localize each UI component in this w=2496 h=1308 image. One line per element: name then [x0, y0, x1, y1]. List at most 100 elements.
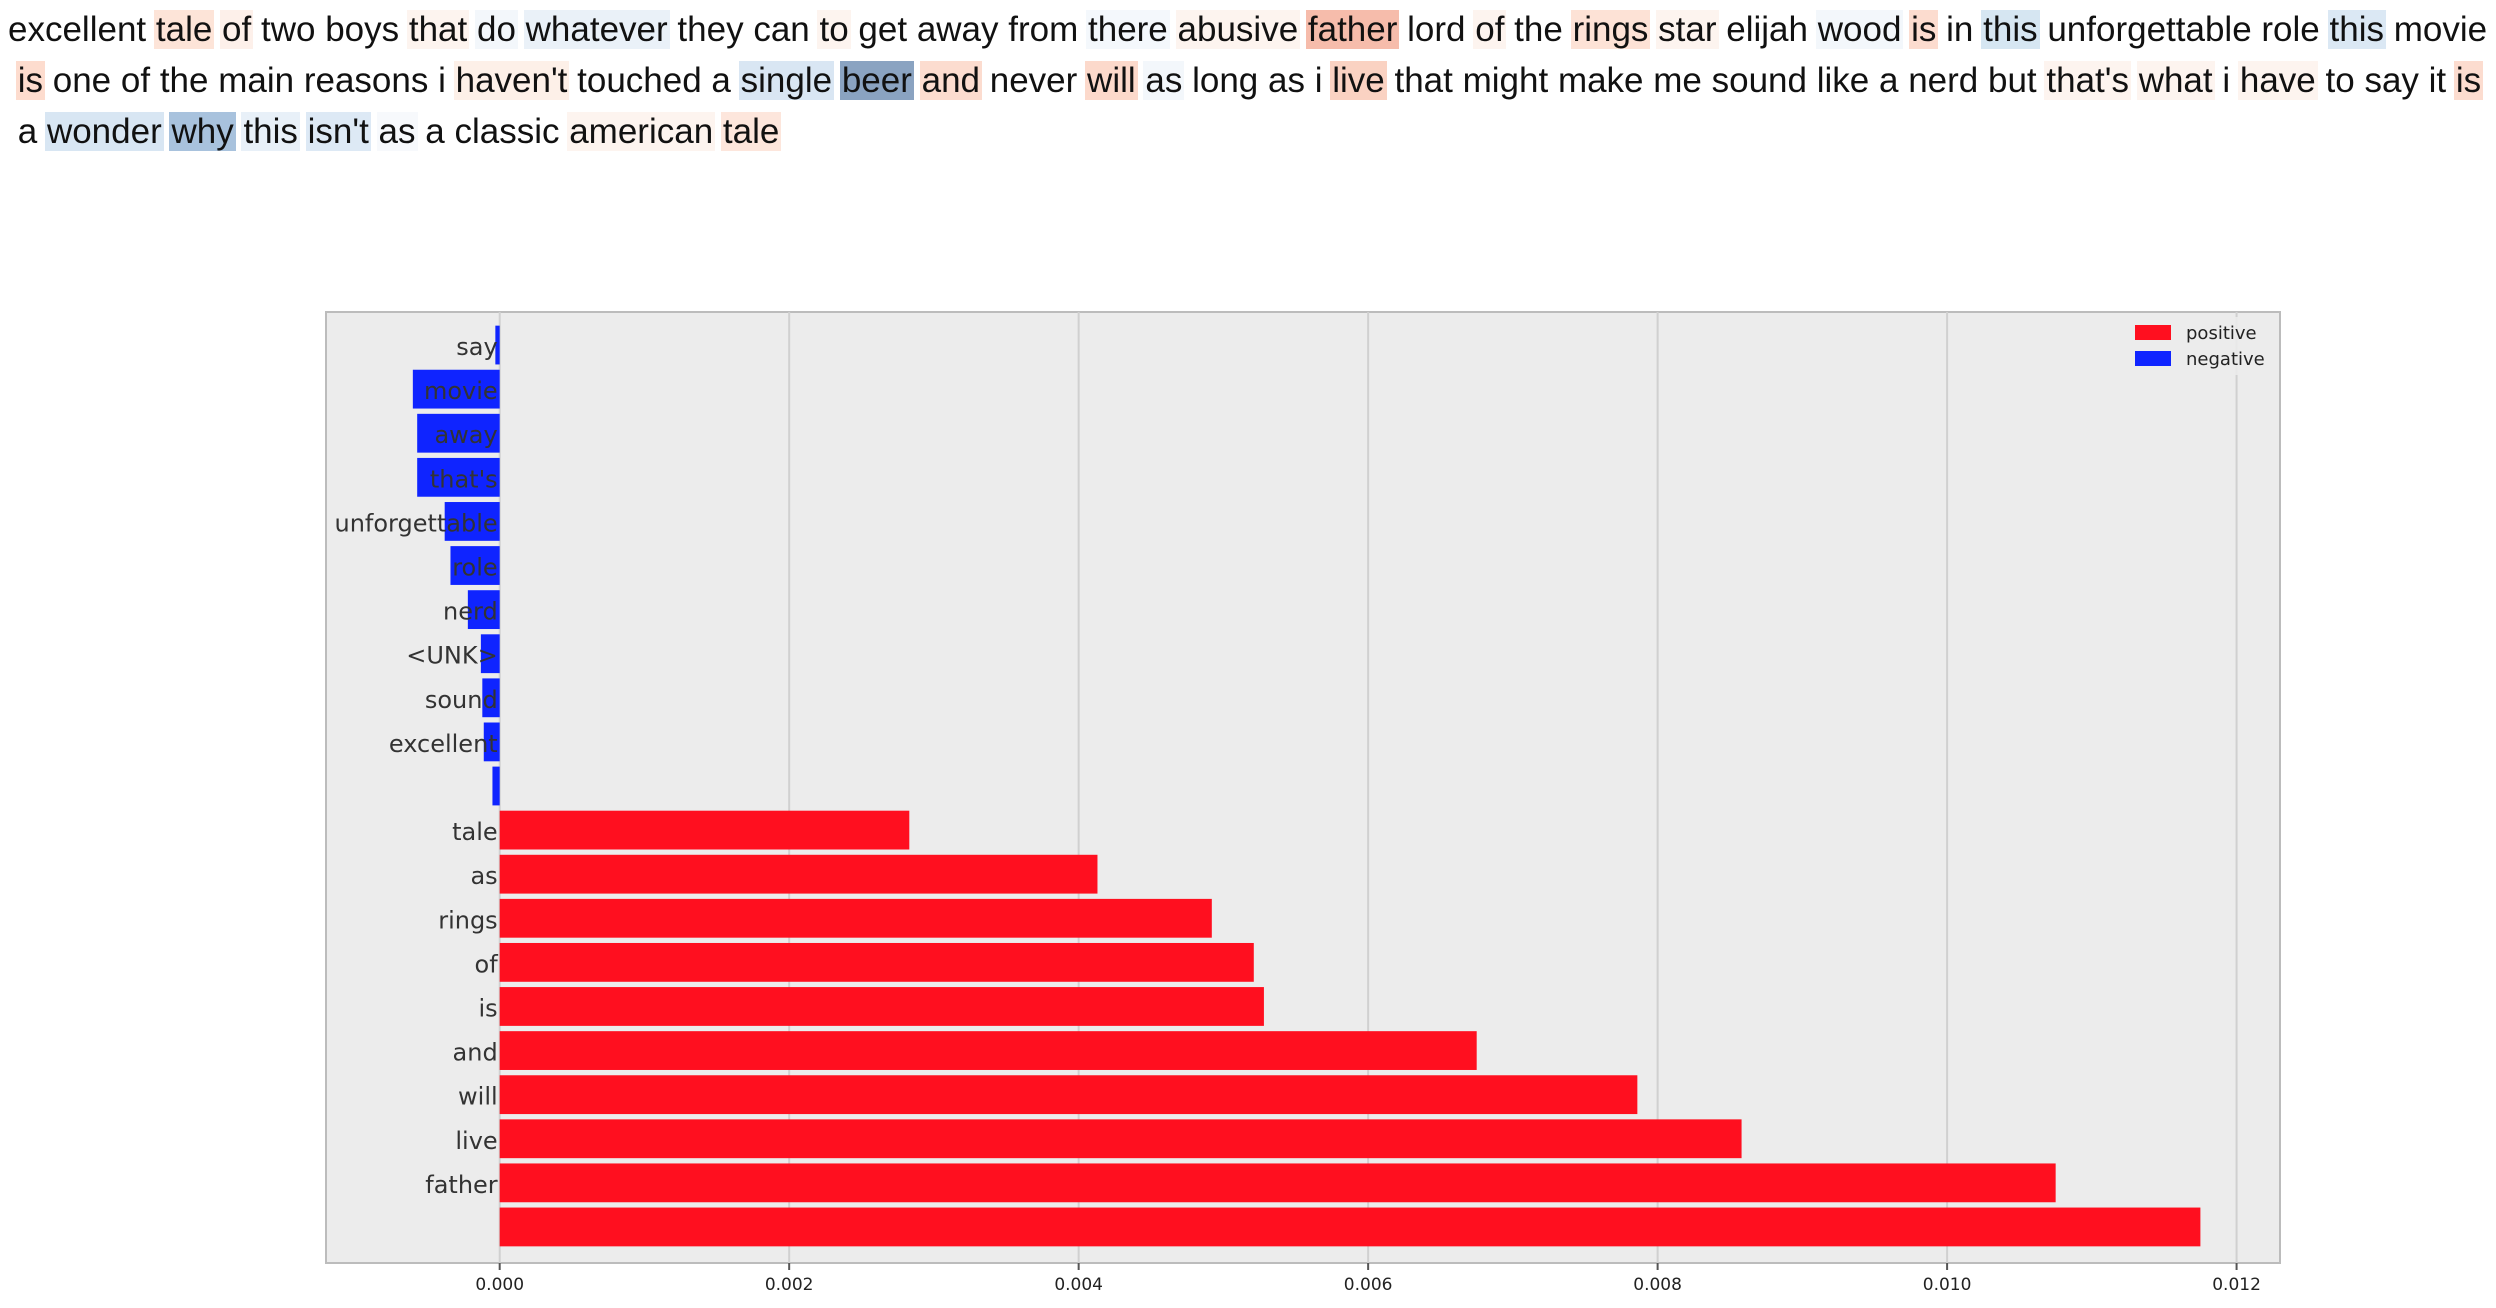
- review-token: haven't: [453, 61, 570, 100]
- review-token: rings: [1570, 10, 1651, 49]
- bar: [417, 457, 500, 497]
- review-token: to: [2325, 61, 2355, 100]
- y-tick-label: role: [452, 554, 497, 582]
- review-token: star: [1656, 10, 1719, 49]
- review-token: might: [1462, 61, 1549, 100]
- review-token: classic: [454, 112, 560, 151]
- review-token: that: [406, 10, 470, 49]
- bar: [480, 634, 500, 674]
- review-token: a: [711, 61, 731, 100]
- review-token: movie: [2393, 10, 2488, 49]
- bar: [499, 1031, 1477, 1070]
- review-token: there: [1086, 10, 1170, 49]
- review-token: in: [1946, 10, 1974, 49]
- review-token: one: [52, 61, 112, 100]
- review-token: nerd: [1908, 61, 1979, 100]
- review-token: lord: [1407, 10, 1466, 49]
- review-token: i: [2222, 61, 2231, 100]
- review-token: make: [1557, 61, 1644, 100]
- review-token: single: [738, 61, 835, 100]
- x-tick-label: 0.012: [2212, 1275, 2261, 1295]
- review-token: live: [1330, 61, 1387, 100]
- x-tick-label: 0.000: [475, 1275, 524, 1295]
- y-tick-label: away: [434, 421, 497, 449]
- review-token: a: [1879, 61, 1899, 100]
- review-token: what: [2136, 61, 2215, 100]
- review-token: have: [2237, 61, 2318, 100]
- review-token: role: [2261, 10, 2320, 49]
- review-token: whatever: [523, 10, 670, 49]
- review-token: and: [919, 61, 983, 100]
- review-token: is: [1909, 10, 1939, 49]
- review-token: they: [677, 10, 744, 49]
- x-tick-label: 0.004: [1054, 1275, 1103, 1295]
- bar: [417, 413, 500, 453]
- y-tick-label: as: [470, 862, 497, 890]
- bar: [412, 369, 500, 409]
- review-token: can: [753, 10, 810, 49]
- review-token: to: [817, 10, 851, 49]
- y-tick-label: is: [479, 994, 498, 1022]
- legend-swatch-negative: [2135, 351, 2171, 366]
- review-token: unforgettable: [2047, 10, 2252, 49]
- review-token: is: [2453, 61, 2484, 100]
- bar: [499, 898, 1212, 938]
- review-token: the: [159, 61, 209, 100]
- review-token: as: [376, 112, 418, 151]
- bar: [450, 546, 500, 585]
- bar: [495, 325, 500, 365]
- review-token: american: [567, 112, 716, 151]
- y-tick-label: <UNK>: [406, 642, 497, 670]
- review-token: abusive: [1175, 10, 1301, 49]
- review-token: two: [260, 10, 316, 49]
- review-token: reasons: [303, 61, 429, 100]
- review-token: this: [1981, 10, 2040, 49]
- review-token: never: [989, 61, 1078, 100]
- y-tick-label: sound: [425, 686, 498, 714]
- y-tick-label: say: [456, 333, 497, 361]
- y-tick-label: father: [425, 1171, 498, 1199]
- review-token: a: [17, 112, 38, 151]
- y-tick-label: excellent: [389, 730, 498, 758]
- bar: [499, 810, 910, 850]
- review-token: the: [1514, 10, 1563, 49]
- x-tick-label: 0.008: [1633, 1275, 1682, 1295]
- y-tick-label: will: [458, 1083, 498, 1111]
- bar: [499, 942, 1254, 982]
- bar: [482, 678, 500, 718]
- legend-swatch-positive: [2135, 325, 2171, 340]
- y-tick-label: rings: [438, 906, 497, 934]
- review-token: boys: [325, 10, 400, 49]
- review-token: of: [1473, 10, 1507, 49]
- bar: [499, 1207, 2201, 1247]
- review-token: elijah: [1726, 10, 1808, 49]
- review-token: main: [218, 61, 295, 100]
- review-token: beer: [839, 61, 914, 100]
- y-tick-label: and: [453, 1039, 498, 1067]
- y-tick-label: tale: [452, 818, 498, 846]
- review-text: excellent tale of two boys that do whate…: [8, 4, 2488, 157]
- review-token: a: [425, 112, 445, 151]
- y-tick-label: that's: [430, 465, 498, 493]
- review-token: it: [2428, 61, 2447, 100]
- bar: [467, 590, 500, 630]
- review-token: that: [1394, 61, 1453, 100]
- review-token: from: [1008, 10, 1079, 49]
- review-token: wood: [1815, 10, 1904, 49]
- bar: [492, 766, 500, 806]
- y-tick-label: unforgettable: [334, 509, 497, 537]
- review-token: as: [1143, 61, 1185, 100]
- y-tick-label: movie: [424, 377, 498, 405]
- review-token: me: [1653, 61, 1702, 100]
- x-tick-label: 0.002: [765, 1275, 814, 1295]
- review-token: excellent: [8, 10, 147, 49]
- legend-label: positive: [2186, 323, 2257, 344]
- review-token: that's: [2044, 61, 2131, 100]
- review-token: this: [241, 112, 300, 151]
- y-tick-label: nerd: [443, 598, 498, 626]
- review-token: tale: [153, 10, 215, 49]
- review-token: of: [120, 61, 151, 100]
- bar: [499, 1163, 2056, 1203]
- review-token: i: [1314, 61, 1323, 100]
